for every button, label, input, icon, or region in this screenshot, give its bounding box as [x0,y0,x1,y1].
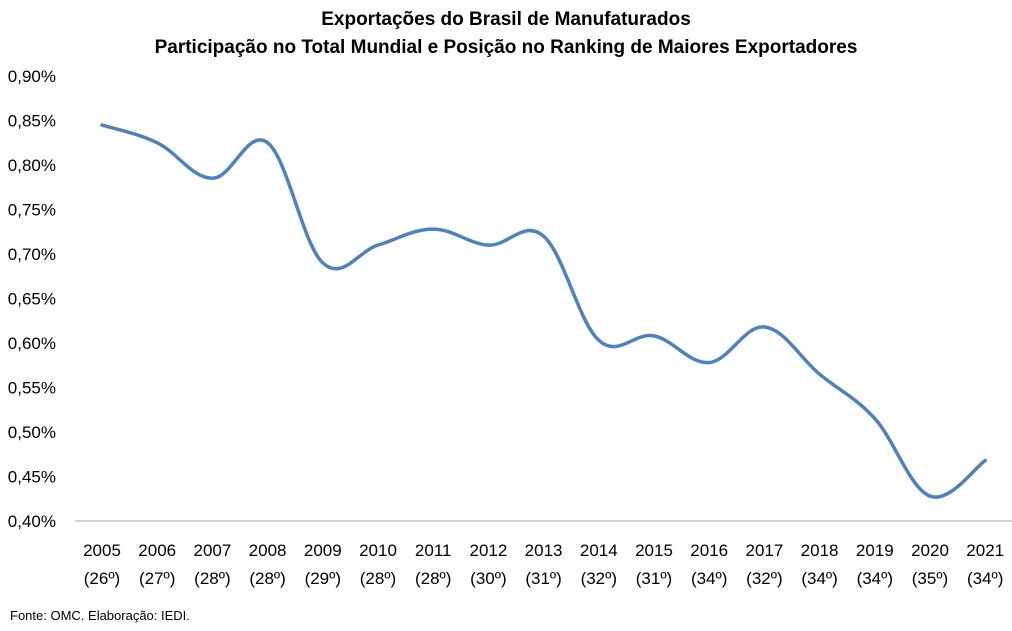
x-tick-label: 2013 [525,541,563,560]
x-tick-label: 2010 [359,541,397,560]
x-tick-ranking: (28º) [415,569,451,588]
series-line [100,123,987,499]
x-tick-ranking: (28º) [360,569,396,588]
x-tick-ranking: (35º) [912,569,948,588]
x-tick-ranking: (32º) [746,569,782,588]
source-note: Fonte: OMC. Elaboração: IEDI. [10,608,190,623]
x-tick-label: 2018 [801,541,839,560]
y-tick-label: 0,90% [8,67,56,86]
x-tick-ranking: (34º) [801,569,837,588]
x-tick-ranking: (34º) [967,569,1003,588]
x-tick-ranking: (30º) [470,569,506,588]
x-tick-label: 2014 [580,541,618,560]
x-tick-label: 2016 [690,541,728,560]
x-tick-label: 2012 [469,541,507,560]
y-tick-label: 0,55% [8,379,56,398]
y-tick-label: 0,45% [8,468,56,487]
x-tick-ranking: (28º) [249,569,285,588]
x-tick-label: 2011 [415,541,452,560]
y-tick-label: 0,40% [8,512,56,531]
x-tick-ranking: (27º) [139,569,175,588]
y-tick-label: 0,85% [8,112,56,131]
x-tick-ranking: (26º) [84,569,120,588]
y-axis: 0,40% 0,45% 0,50% 0,55% 0,60% 0,65% 0,70% 0,75%… [8,67,56,531]
x-tick-label: 2017 [745,541,783,560]
x-tick-label: 2020 [911,541,949,560]
x-tick-ranking: (34º) [857,569,893,588]
x-tick-label: 2019 [856,541,894,560]
x-tick-label: 2008 [249,541,287,560]
x-tick-label: 2007 [193,541,231,560]
y-tick-label: 0,50% [8,423,56,442]
y-tick-label: 0,80% [8,156,56,175]
x-tick-label: 2005 [83,541,121,560]
chart-subtitle: Participação no Total Mundial e Posição … [155,37,858,58]
x-tick-label: 2015 [635,541,673,560]
y-tick-label: 0,60% [8,334,56,353]
x-tick-ranking: (31º) [636,569,672,588]
x-tick-ranking: (34º) [691,569,727,588]
y-tick-label: 0,65% [8,290,56,309]
x-tick-ranking: (32º) [581,569,617,588]
x-tick-label: 2009 [304,541,342,560]
y-tick-label: 0,70% [8,245,56,264]
chart-title: Exportações do Brasil de Manufaturados [321,9,691,30]
x-tick-label: 2006 [138,541,176,560]
x-tick-label: 2021 [966,541,1004,560]
x-axis: 2005 (26º) 2006 (27º) 2007 (28º) 2008 (28º) 2009… [83,541,1004,588]
x-tick-ranking: (29º) [305,569,341,588]
x-tick-ranking: (31º) [525,569,561,588]
y-tick-label: 0,75% [8,201,56,220]
x-tick-ranking: (28º) [194,569,230,588]
